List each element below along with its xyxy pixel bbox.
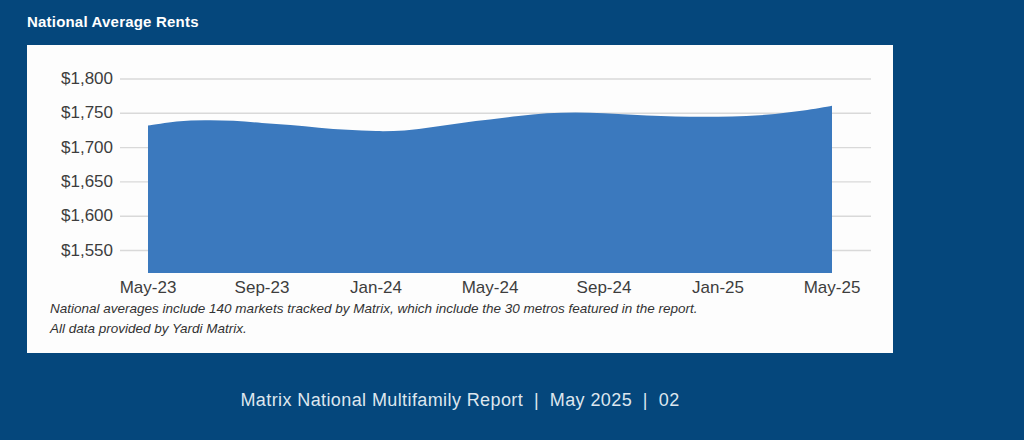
footnote-line-2: All data provided by Yardi Matrix.: [50, 319, 698, 339]
chart-footnote: National averages include 140 markets tr…: [50, 299, 698, 339]
chart-card: $1,800$1,750$1,700$1,650$1,600$1,550 May…: [27, 45, 893, 353]
footnote-line-1: National averages include 140 markets tr…: [50, 299, 698, 319]
area-series: [148, 106, 832, 273]
report-footer: Matrix National Multifamily Report | May…: [27, 390, 893, 411]
page-title: National Average Rents: [27, 13, 199, 30]
